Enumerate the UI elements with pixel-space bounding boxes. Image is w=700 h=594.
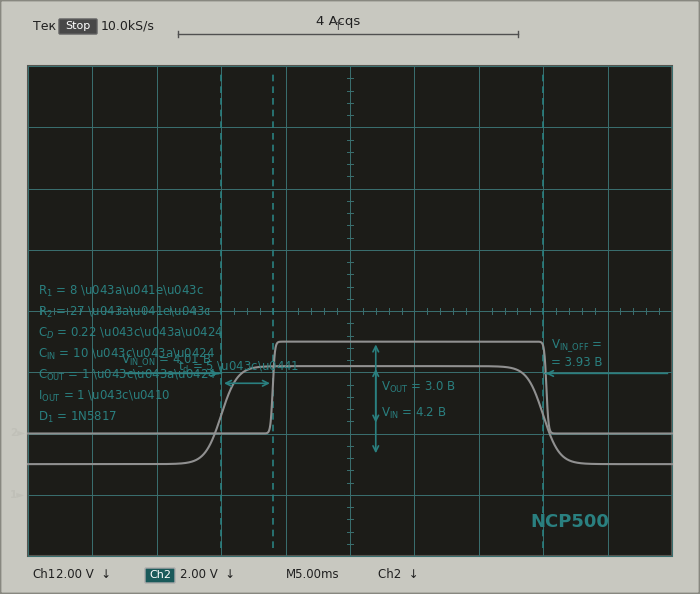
Text: Stop: Stop [65, 21, 90, 31]
Text: M5.00ms: M5.00ms [286, 568, 339, 582]
Text: V$_{\rm IN}$ = 4.2 B: V$_{\rm IN}$ = 4.2 B [381, 406, 446, 421]
Text: Ch1: Ch1 [32, 568, 55, 582]
Text: t$_{\rm d}$ = 5 \u043c\u0441: t$_{\rm d}$ = 5 \u043c\u0441 [178, 360, 300, 375]
Bar [28, 66, 672, 556]
Text: 10.0kS/s: 10.0kS/s [101, 20, 155, 33]
Text: R$_1$ = 8 \u043a\u041e\u043c
R$_2$ = 27 \u043a\u041e\u043c
C$_D$ = 0.22 \u043c\u: R$_1$ = 8 \u043a\u041e\u043c R$_2$ = 27 … [38, 283, 223, 425]
Text: Ch2  ↓: Ch2 ↓ [378, 568, 419, 582]
Text: Tек: Tек [33, 20, 56, 33]
Text: 1►: 1► [10, 489, 25, 500]
FancyBboxPatch shape [0, 0, 700, 594]
Text: 4 Acqs: 4 Acqs [316, 15, 360, 29]
FancyBboxPatch shape [59, 19, 97, 34]
Text: 2.00 V  ↓: 2.00 V ↓ [180, 568, 235, 582]
Text: 2.00 V  ↓: 2.00 V ↓ [56, 568, 111, 582]
Text: V$_{\rm OUT}$ = 3.0 B: V$_{\rm OUT}$ = 3.0 B [381, 380, 456, 395]
FancyBboxPatch shape [145, 568, 175, 583]
Text: 2►: 2► [10, 428, 25, 438]
Text: V$_{\rm IN\_OFF}$ =
= 3.93 B: V$_{\rm IN\_OFF}$ = = 3.93 B [551, 338, 603, 369]
Text: V$_{\rm IN\_ON}$ = 4.01 B: V$_{\rm IN\_ON}$ = 4.01 B [121, 353, 211, 369]
Text: Ch2: Ch2 [149, 570, 171, 580]
Text: T: T [335, 22, 342, 32]
Text: NCP500: NCP500 [531, 513, 609, 531]
